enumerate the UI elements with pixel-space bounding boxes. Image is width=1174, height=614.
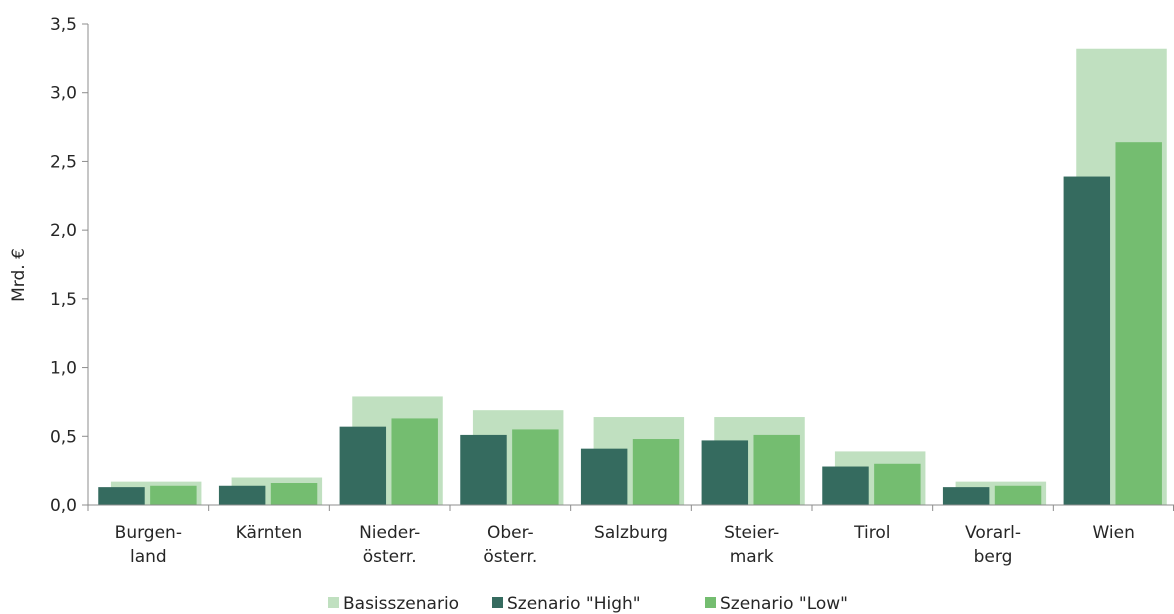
bar-szenario-high [218, 485, 266, 505]
bar-szenario-low [632, 439, 680, 505]
legend-swatch [492, 597, 503, 608]
bar-szenario-low [512, 429, 559, 505]
legend: Basisszenario Szenario "High" Szenario "Lo… [328, 594, 848, 614]
legend-swatch [705, 597, 716, 608]
bar-szenario-low [391, 418, 438, 505]
y-tick-label: 0,0 [50, 496, 77, 516]
x-tick-label: Steier-mark [724, 523, 779, 567]
legend-label: Szenario "Low" [720, 594, 848, 614]
y-tick-label: 1,0 [50, 359, 77, 379]
x-tick-label: Salzburg [594, 523, 668, 543]
bar-szenario-high [942, 487, 990, 505]
x-tick-label: Kärnten [236, 523, 303, 543]
x-axis: Burgen-land Kärnten Nieder-österr. Ober-öst… [87, 504, 1174, 567]
bar-szenario-low [1115, 142, 1162, 505]
bar-szenario-high [580, 448, 628, 505]
bar-szenario-high [460, 434, 507, 505]
bar-szenario-high [1063, 176, 1111, 505]
bar-szenario-low [874, 463, 921, 505]
legend-swatch [328, 597, 339, 608]
x-tick-label: Wien [1092, 523, 1134, 543]
bar-szenario-high [701, 440, 749, 505]
x-tick-label: Tirol [853, 523, 890, 543]
y-axis: 0,0 0,5 1,0 1,5 2,0 2,5 3,0 3,5 [50, 15, 89, 516]
y-tick-label: 3,0 [50, 84, 77, 104]
x-tick-label: Nieder-österr. [359, 523, 420, 567]
bar-szenario-low [753, 434, 800, 505]
bar-szenario-high [822, 466, 869, 505]
legend-label: Szenario "High" [507, 594, 641, 614]
y-tick-label: 3,5 [50, 15, 77, 35]
y-axis-label: Mrd. € [9, 248, 29, 302]
x-tick-label: Ober-österr. [483, 523, 537, 567]
y-tick-label: 2,0 [50, 221, 77, 241]
bar-szenario-high [98, 487, 145, 505]
legend-label: Basisszenario [343, 594, 459, 614]
y-tick-label: 2,5 [50, 152, 77, 172]
x-tick-label: Vorarl-berg [965, 523, 1021, 567]
y-tick-label: 0,5 [50, 427, 77, 447]
x-tick-label: Burgen-land [115, 523, 182, 567]
bar-szenario-low [150, 485, 197, 505]
bar-szenario-high [339, 426, 387, 505]
bars [98, 48, 1167, 505]
bar-szenario-low [270, 483, 318, 505]
y-tick-label: 1,5 [50, 290, 77, 310]
bar-szenario-low [994, 485, 1042, 505]
